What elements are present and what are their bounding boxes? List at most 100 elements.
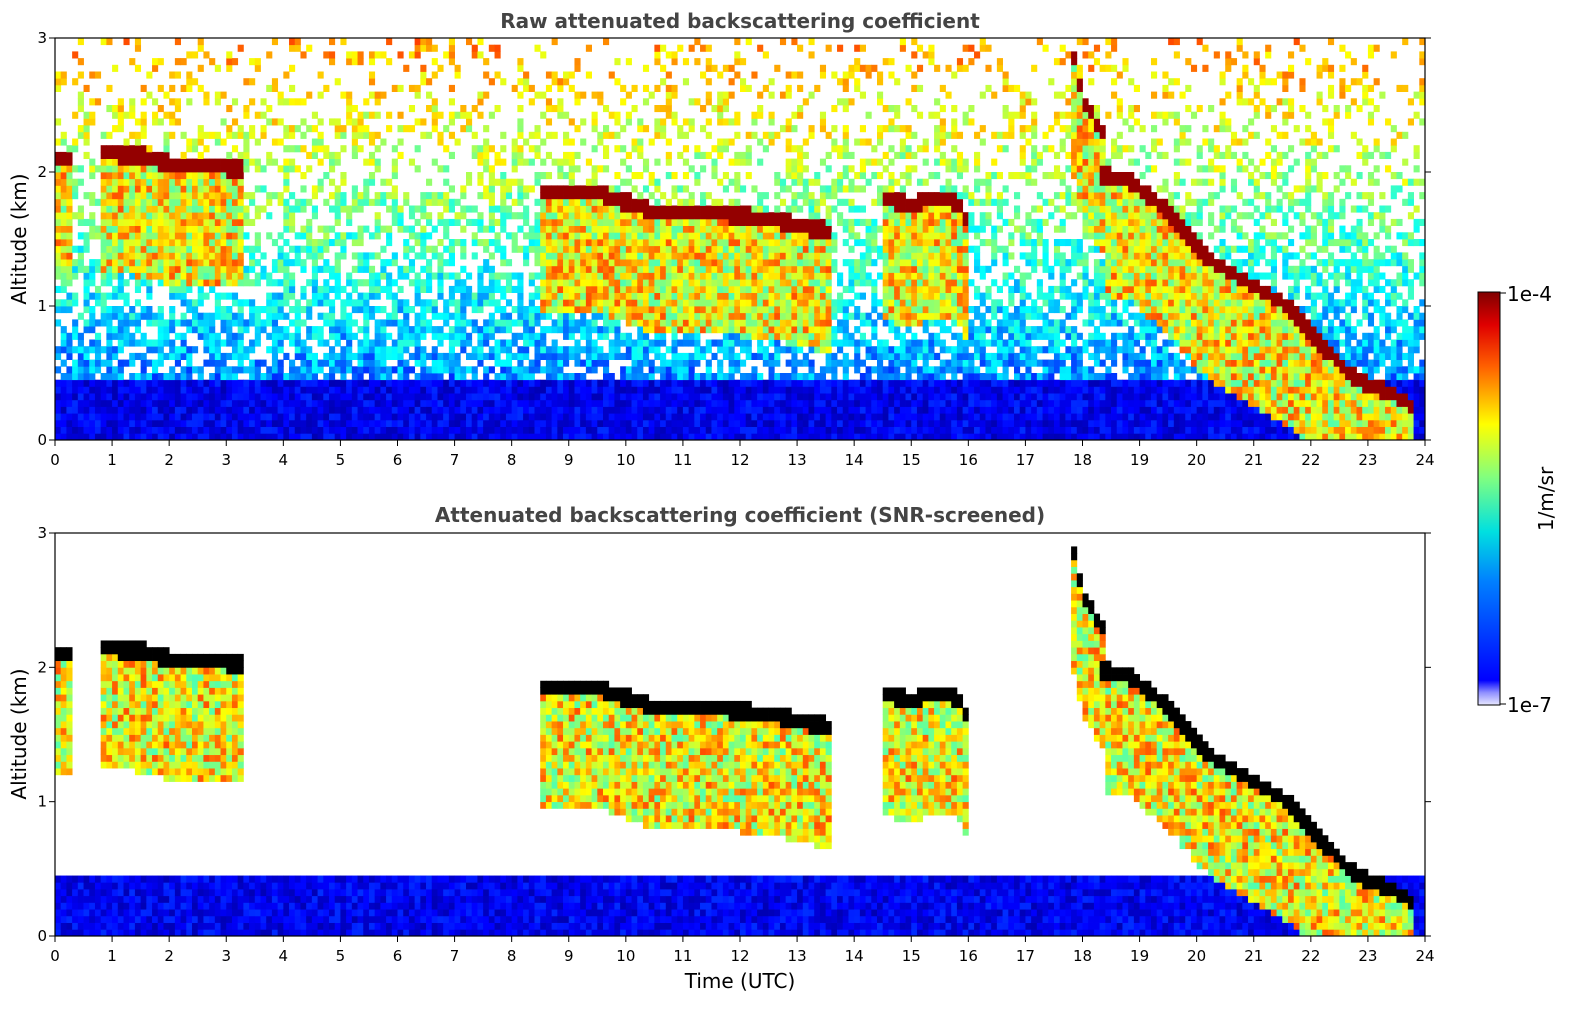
- heatmap-cell: [306, 91, 313, 99]
- heatmap-cell: [94, 399, 102, 407]
- heatmap-cell: [351, 58, 358, 66]
- heatmap-cell: [528, 239, 535, 247]
- heatmap-cell: [174, 38, 181, 46]
- heatmap-cell: [728, 232, 735, 240]
- heatmap-cell: [631, 339, 638, 347]
- heatmap-cell: [500, 326, 507, 334]
- heatmap-cell: [197, 252, 204, 260]
- heatmap-cell: [374, 326, 381, 334]
- heatmap-cell: [249, 265, 256, 273]
- heatmap-cell: [300, 205, 307, 213]
- heatmap-cell: [448, 366, 455, 374]
- heatmap-cell: [300, 131, 307, 139]
- heatmap-cell: [660, 212, 667, 220]
- heatmap-cell: [311, 399, 318, 407]
- heatmap-cell: [220, 198, 227, 206]
- heatmap-cell: [311, 393, 318, 401]
- heatmap-cell: [140, 272, 147, 280]
- heatmap-cell: [483, 292, 490, 300]
- heatmap-cell: [214, 185, 221, 193]
- heatmap-cell: [157, 205, 164, 213]
- heatmap-cell: [660, 239, 667, 247]
- heatmap-cell: [368, 71, 376, 79]
- heatmap-cell: [77, 373, 84, 381]
- heatmap-cell: [271, 84, 279, 92]
- heatmap-cell: [237, 299, 244, 307]
- heatmap-cell: [77, 38, 84, 46]
- heatmap-cell: [711, 426, 718, 434]
- heatmap-cell: [351, 279, 358, 287]
- heatmap-cell: [323, 339, 330, 347]
- heatmap-cell: [460, 279, 467, 287]
- heatmap-cell: [534, 312, 541, 320]
- heatmap-cell: [511, 419, 518, 427]
- heatmap-cell: [665, 138, 672, 146]
- heatmap-cell: [477, 151, 484, 159]
- heatmap-cell: [448, 379, 455, 387]
- heatmap-cell: [311, 145, 318, 153]
- heatmap-cell: [545, 272, 553, 280]
- heatmap-cell: [106, 145, 113, 153]
- heatmap-cell: [380, 272, 387, 280]
- heatmap-cell: [540, 413, 547, 421]
- heatmap-cell: [563, 239, 570, 247]
- heatmap-cell: [106, 218, 113, 226]
- heatmap-cell: [568, 198, 575, 206]
- heatmap-cell: [414, 239, 421, 247]
- heatmap-cell: [785, 165, 792, 173]
- heatmap-cell: [289, 192, 296, 200]
- heatmap-cell: [717, 218, 724, 226]
- heatmap-cell: [705, 285, 712, 293]
- heatmap-cell: [140, 225, 147, 233]
- heatmap-cell: [523, 332, 530, 340]
- heatmap-cell: [209, 373, 216, 381]
- heatmap-cell: [534, 218, 541, 226]
- heatmap-cell: [226, 426, 233, 434]
- heatmap-cell: [642, 279, 650, 287]
- heatmap-cell: [483, 58, 490, 66]
- heatmap-cell: [711, 413, 718, 421]
- heatmap-cell: [500, 393, 507, 401]
- heatmap-cell: [768, 379, 775, 387]
- heatmap-cell: [443, 165, 450, 173]
- heatmap-cell: [408, 212, 416, 220]
- heatmap-cell: [117, 232, 124, 240]
- heatmap-cell: [197, 326, 204, 334]
- heatmap-cell: [745, 232, 752, 240]
- heatmap-cell: [637, 118, 644, 126]
- heatmap-cell: [152, 259, 159, 267]
- heatmap-cell: [231, 312, 239, 320]
- heatmap-cell: [66, 225, 73, 233]
- heatmap-cell: [574, 299, 581, 307]
- heatmap-cell: [757, 44, 764, 52]
- heatmap-cell: [642, 359, 650, 367]
- heatmap-cell: [557, 433, 564, 441]
- heatmap-cell: [734, 198, 741, 206]
- heatmap-cell: [214, 178, 221, 186]
- heatmap-cell: [682, 158, 690, 166]
- heatmap-cell: [779, 393, 787, 401]
- heatmap-cell: [574, 292, 581, 300]
- heatmap-cell: [545, 245, 553, 253]
- heatmap-cell: [289, 131, 296, 139]
- heatmap-cell: [654, 218, 661, 226]
- heatmap-cell: [89, 279, 96, 287]
- heatmap-cell: [757, 285, 764, 293]
- heatmap-cell: [129, 218, 136, 226]
- heatmap-cell: [408, 433, 416, 441]
- heatmap-cell: [705, 245, 712, 253]
- heatmap-cell: [591, 419, 598, 427]
- heatmap-cell: [734, 426, 741, 434]
- heatmap-cell: [254, 359, 261, 367]
- heatmap-cell: [791, 332, 798, 340]
- heatmap-cell: [397, 151, 404, 159]
- heatmap-cell: [757, 279, 764, 287]
- heatmap-cell: [408, 366, 416, 374]
- heatmap-cell: [209, 359, 216, 367]
- heatmap-cell: [83, 84, 90, 92]
- heatmap-cell: [671, 399, 678, 407]
- heatmap-cell: [722, 399, 729, 407]
- heatmap-cell: [608, 252, 615, 260]
- heatmap-cell: [174, 118, 181, 126]
- heatmap-cell: [757, 212, 764, 220]
